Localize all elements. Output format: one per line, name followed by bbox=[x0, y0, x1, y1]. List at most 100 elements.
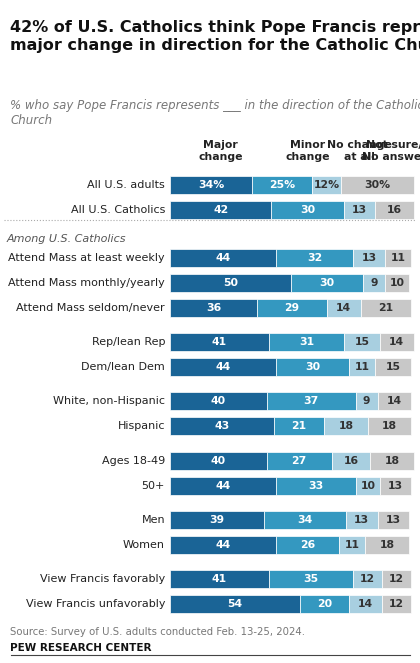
Text: 15: 15 bbox=[354, 337, 369, 347]
Text: 13: 13 bbox=[386, 515, 401, 525]
Text: Minor
change: Minor change bbox=[285, 141, 330, 162]
Bar bbox=[356, 477, 380, 495]
Text: 11: 11 bbox=[391, 253, 406, 263]
Bar bbox=[267, 452, 332, 469]
Text: Attend Mass seldom/never: Attend Mass seldom/never bbox=[16, 303, 165, 313]
Bar bbox=[269, 570, 353, 588]
Bar bbox=[344, 333, 380, 351]
Text: 39: 39 bbox=[210, 515, 225, 525]
Bar bbox=[271, 201, 344, 219]
Text: 14: 14 bbox=[389, 337, 404, 347]
Text: All U.S. adults: All U.S. adults bbox=[87, 180, 165, 190]
Text: 16: 16 bbox=[387, 205, 402, 215]
Bar bbox=[349, 358, 375, 376]
Text: 18: 18 bbox=[384, 455, 399, 465]
Bar bbox=[385, 249, 411, 267]
Text: 18: 18 bbox=[380, 540, 395, 550]
Bar bbox=[370, 452, 414, 469]
Text: 29: 29 bbox=[284, 303, 299, 313]
Bar bbox=[170, 274, 291, 292]
Bar bbox=[170, 511, 264, 529]
Bar bbox=[170, 452, 267, 469]
Bar bbox=[382, 595, 411, 613]
Bar bbox=[353, 249, 385, 267]
Text: Source: Survey of U.S. adults conducted Feb. 13-25, 2024.: Source: Survey of U.S. adults conducted … bbox=[10, 627, 305, 636]
Text: 33: 33 bbox=[308, 481, 324, 491]
Text: 20: 20 bbox=[317, 599, 332, 609]
Bar bbox=[378, 392, 411, 410]
Text: Women: Women bbox=[123, 540, 165, 550]
Bar bbox=[361, 299, 411, 317]
Text: 27: 27 bbox=[291, 455, 307, 465]
Bar bbox=[170, 595, 300, 613]
Text: Hispanic: Hispanic bbox=[118, 421, 165, 431]
Text: View Francis favorably: View Francis favorably bbox=[40, 574, 165, 584]
Bar bbox=[312, 176, 341, 194]
Bar bbox=[170, 477, 276, 495]
Text: 11: 11 bbox=[345, 540, 360, 550]
Text: 9: 9 bbox=[370, 278, 378, 288]
Text: 26: 26 bbox=[300, 540, 315, 550]
Text: 31: 31 bbox=[299, 337, 314, 347]
Bar bbox=[378, 511, 409, 529]
Bar bbox=[170, 358, 276, 376]
Bar bbox=[170, 417, 274, 435]
Text: 13: 13 bbox=[362, 253, 377, 263]
Bar bbox=[332, 452, 370, 469]
Bar bbox=[375, 201, 414, 219]
Text: 50+: 50+ bbox=[142, 481, 165, 491]
Text: View Francis unfavorably: View Francis unfavorably bbox=[26, 599, 165, 609]
Text: 44: 44 bbox=[215, 253, 231, 263]
Text: 12: 12 bbox=[389, 599, 404, 609]
Bar bbox=[353, 570, 382, 588]
Text: No change
at all: No change at all bbox=[327, 141, 392, 162]
Text: Not sure/
No answer: Not sure/ No answer bbox=[362, 141, 420, 162]
Bar bbox=[170, 570, 269, 588]
Text: 9: 9 bbox=[363, 396, 370, 406]
Bar bbox=[382, 570, 411, 588]
Bar bbox=[385, 274, 409, 292]
Text: Attend Mass monthly/yearly: Attend Mass monthly/yearly bbox=[8, 278, 165, 288]
Text: 36: 36 bbox=[206, 303, 221, 313]
Bar bbox=[269, 333, 344, 351]
Bar bbox=[327, 299, 361, 317]
Text: 18: 18 bbox=[382, 421, 397, 431]
Text: 44: 44 bbox=[215, 362, 231, 372]
Text: 16: 16 bbox=[344, 455, 359, 465]
Bar bbox=[291, 274, 363, 292]
Text: 34%: 34% bbox=[198, 180, 224, 190]
Bar bbox=[325, 417, 368, 435]
Bar bbox=[276, 477, 356, 495]
Bar bbox=[267, 392, 356, 410]
Text: 21: 21 bbox=[378, 303, 394, 313]
Text: White, non-Hispanic: White, non-Hispanic bbox=[53, 396, 165, 406]
Text: 30: 30 bbox=[319, 278, 334, 288]
Text: 14: 14 bbox=[387, 396, 402, 406]
Text: 11: 11 bbox=[354, 362, 369, 372]
Bar bbox=[276, 358, 349, 376]
Text: 10: 10 bbox=[360, 481, 375, 491]
Bar bbox=[170, 249, 276, 267]
Bar bbox=[276, 249, 353, 267]
Text: 44: 44 bbox=[215, 540, 231, 550]
Bar bbox=[170, 201, 271, 219]
Text: 40: 40 bbox=[211, 455, 226, 465]
Text: 37: 37 bbox=[304, 396, 319, 406]
Text: Attend Mass at least weekly: Attend Mass at least weekly bbox=[8, 253, 165, 263]
Text: 13: 13 bbox=[388, 481, 403, 491]
Text: PEW RESEARCH CENTER: PEW RESEARCH CENTER bbox=[10, 643, 152, 653]
Text: Ages 18-49: Ages 18-49 bbox=[102, 455, 165, 465]
Text: 32: 32 bbox=[307, 253, 323, 263]
Text: 41: 41 bbox=[212, 574, 227, 584]
Bar bbox=[339, 536, 365, 554]
Bar bbox=[264, 511, 346, 529]
Bar bbox=[274, 417, 325, 435]
Text: % who say Pope Francis represents ___ in the direction of the Catholic
Church: % who say Pope Francis represents ___ in… bbox=[10, 99, 420, 127]
Bar bbox=[170, 392, 267, 410]
Text: 42: 42 bbox=[213, 205, 228, 215]
Bar bbox=[276, 536, 339, 554]
Bar bbox=[170, 333, 269, 351]
Bar bbox=[170, 299, 257, 317]
Text: Dem/lean Dem: Dem/lean Dem bbox=[81, 362, 165, 372]
Text: Major
change: Major change bbox=[199, 141, 243, 162]
